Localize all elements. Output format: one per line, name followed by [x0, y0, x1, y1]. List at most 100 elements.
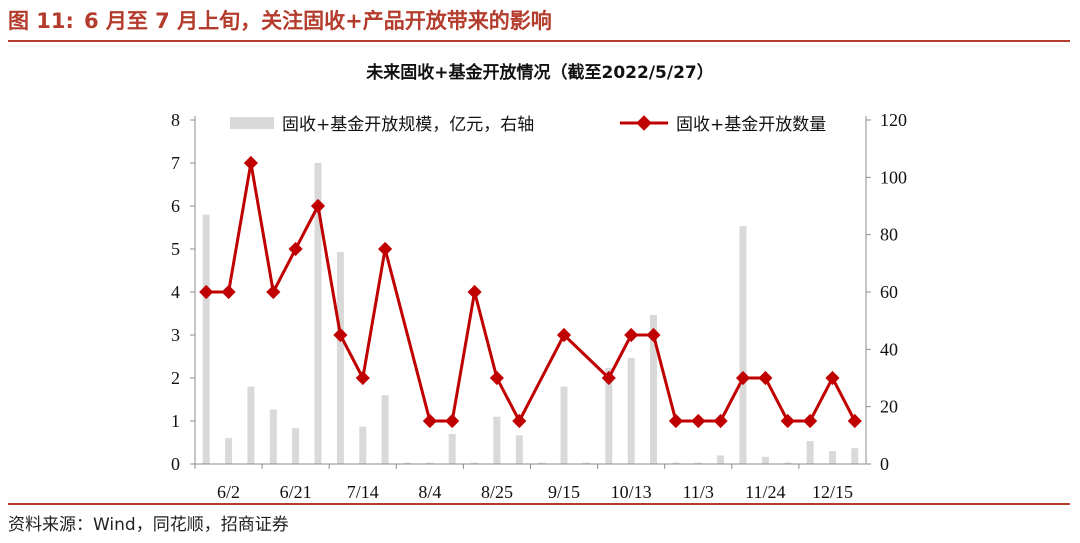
- line-marker: [355, 370, 370, 386]
- x-tick-label: 8/4: [418, 482, 441, 502]
- bar: [739, 226, 747, 464]
- line-path: [206, 161, 857, 423]
- bottom-rule: [8, 503, 1070, 505]
- bar: [605, 368, 613, 464]
- legend: 固收+基金开放规模，亿元，右轴 固收+基金开放数量: [230, 115, 826, 135]
- left-tick-label: 5: [171, 239, 180, 259]
- bar: [717, 455, 725, 464]
- line-marker: [624, 327, 639, 343]
- bar: [336, 251, 344, 464]
- legend-line-label: 固收+基金开放数量: [676, 115, 826, 135]
- bar: [829, 451, 836, 464]
- bar: [202, 214, 210, 464]
- line-marker: [489, 370, 504, 386]
- line-marker: [266, 284, 281, 300]
- line-marker: [378, 241, 393, 257]
- line-marker: [467, 284, 482, 300]
- line-marker: [422, 413, 437, 429]
- bar: [806, 441, 814, 464]
- line-marker: [601, 370, 616, 386]
- bar: [851, 448, 859, 464]
- line-marker: [445, 413, 460, 429]
- line-marker: [713, 413, 728, 429]
- line-marker: [512, 413, 527, 429]
- source-note: 资料来源：Wind，同花顺，招商证券: [8, 515, 289, 535]
- x-tick-label: 8/25: [481, 482, 513, 502]
- line-marker: [221, 284, 236, 300]
- bar: [493, 416, 501, 464]
- line-marker: [333, 327, 348, 343]
- figure-label: 图 11:: [8, 9, 74, 33]
- right-tick-label: 80: [880, 225, 898, 245]
- x-tick-label: 10/13: [611, 482, 652, 502]
- bar: [761, 456, 769, 464]
- left-tick-label: 2: [171, 368, 180, 388]
- line-marker: [243, 155, 258, 171]
- bar: [582, 462, 590, 464]
- figure-caption: 6 月至 7 月上旬，关注固收+产品开放带来的影响: [83, 9, 552, 33]
- line-marker: [199, 284, 214, 300]
- bar: [784, 462, 792, 464]
- bar: [560, 386, 568, 464]
- right-tick-label: 20: [880, 397, 898, 417]
- line-marker: [847, 413, 862, 429]
- line-marker: [735, 370, 751, 386]
- legend-line-marker: [636, 115, 652, 131]
- x-tick-label: 11/24: [745, 482, 785, 502]
- bar: [538, 462, 546, 464]
- legend-bar-label: 固收+基金开放规模，亿元，右轴: [282, 115, 534, 135]
- bar: [515, 435, 523, 464]
- line-marker: [646, 327, 661, 343]
- line-marker: [803, 413, 818, 429]
- left-tick-label: 7: [171, 153, 180, 173]
- figure-title: 图 11: 6 月至 7 月上旬，关注固收+产品开放带来的影响: [8, 6, 552, 36]
- x-tick-label: 9/15: [548, 482, 580, 502]
- bar-series: [202, 163, 859, 464]
- legend-bar-swatch: [230, 117, 274, 129]
- bar: [247, 386, 255, 464]
- left-tick-label: 4: [171, 282, 180, 302]
- bar: [471, 462, 479, 464]
- right-tick-label: 0: [880, 454, 889, 474]
- x-tick-label: 7/14: [347, 482, 379, 502]
- x-tick-label: 6/2: [217, 482, 240, 502]
- left-tick-label: 6: [171, 196, 180, 216]
- bar: [292, 428, 300, 464]
- bar: [314, 163, 322, 464]
- bar: [381, 395, 389, 464]
- left-tick-label: 0: [171, 454, 180, 474]
- top-rule: [8, 40, 1070, 42]
- left-tick-label: 3: [171, 325, 180, 345]
- x-tick-label: 12/15: [812, 482, 853, 502]
- line-marker: [825, 370, 840, 386]
- line-marker: [691, 413, 706, 429]
- line-marker: [288, 241, 303, 257]
- bar: [672, 462, 680, 464]
- line-marker: [310, 198, 326, 214]
- bar: [269, 409, 277, 464]
- x-tick-label: 11/3: [683, 482, 714, 502]
- left-tick-label: 1: [171, 411, 180, 431]
- line-marker: [668, 413, 683, 429]
- right-tick-label: 40: [880, 339, 898, 359]
- right-tick-label: 100: [880, 167, 907, 187]
- bar: [448, 433, 456, 464]
- line-marker: [780, 413, 795, 429]
- bar: [359, 426, 367, 464]
- chart-title: 未来固收+基金开放情况（截至2022/5/27）: [365, 62, 713, 83]
- bar: [225, 438, 233, 464]
- bar: [650, 314, 657, 464]
- bar: [694, 462, 702, 464]
- left-tick-label: 8: [171, 110, 180, 130]
- bar: [404, 462, 411, 464]
- x-tick-label: 6/21: [280, 482, 312, 502]
- bar: [627, 357, 635, 464]
- line-series: [199, 155, 862, 429]
- bar: [426, 462, 434, 464]
- line-marker: [758, 370, 773, 386]
- right-tick-label: 60: [880, 282, 898, 302]
- line-marker: [556, 327, 572, 343]
- right-tick-label: 120: [880, 110, 907, 130]
